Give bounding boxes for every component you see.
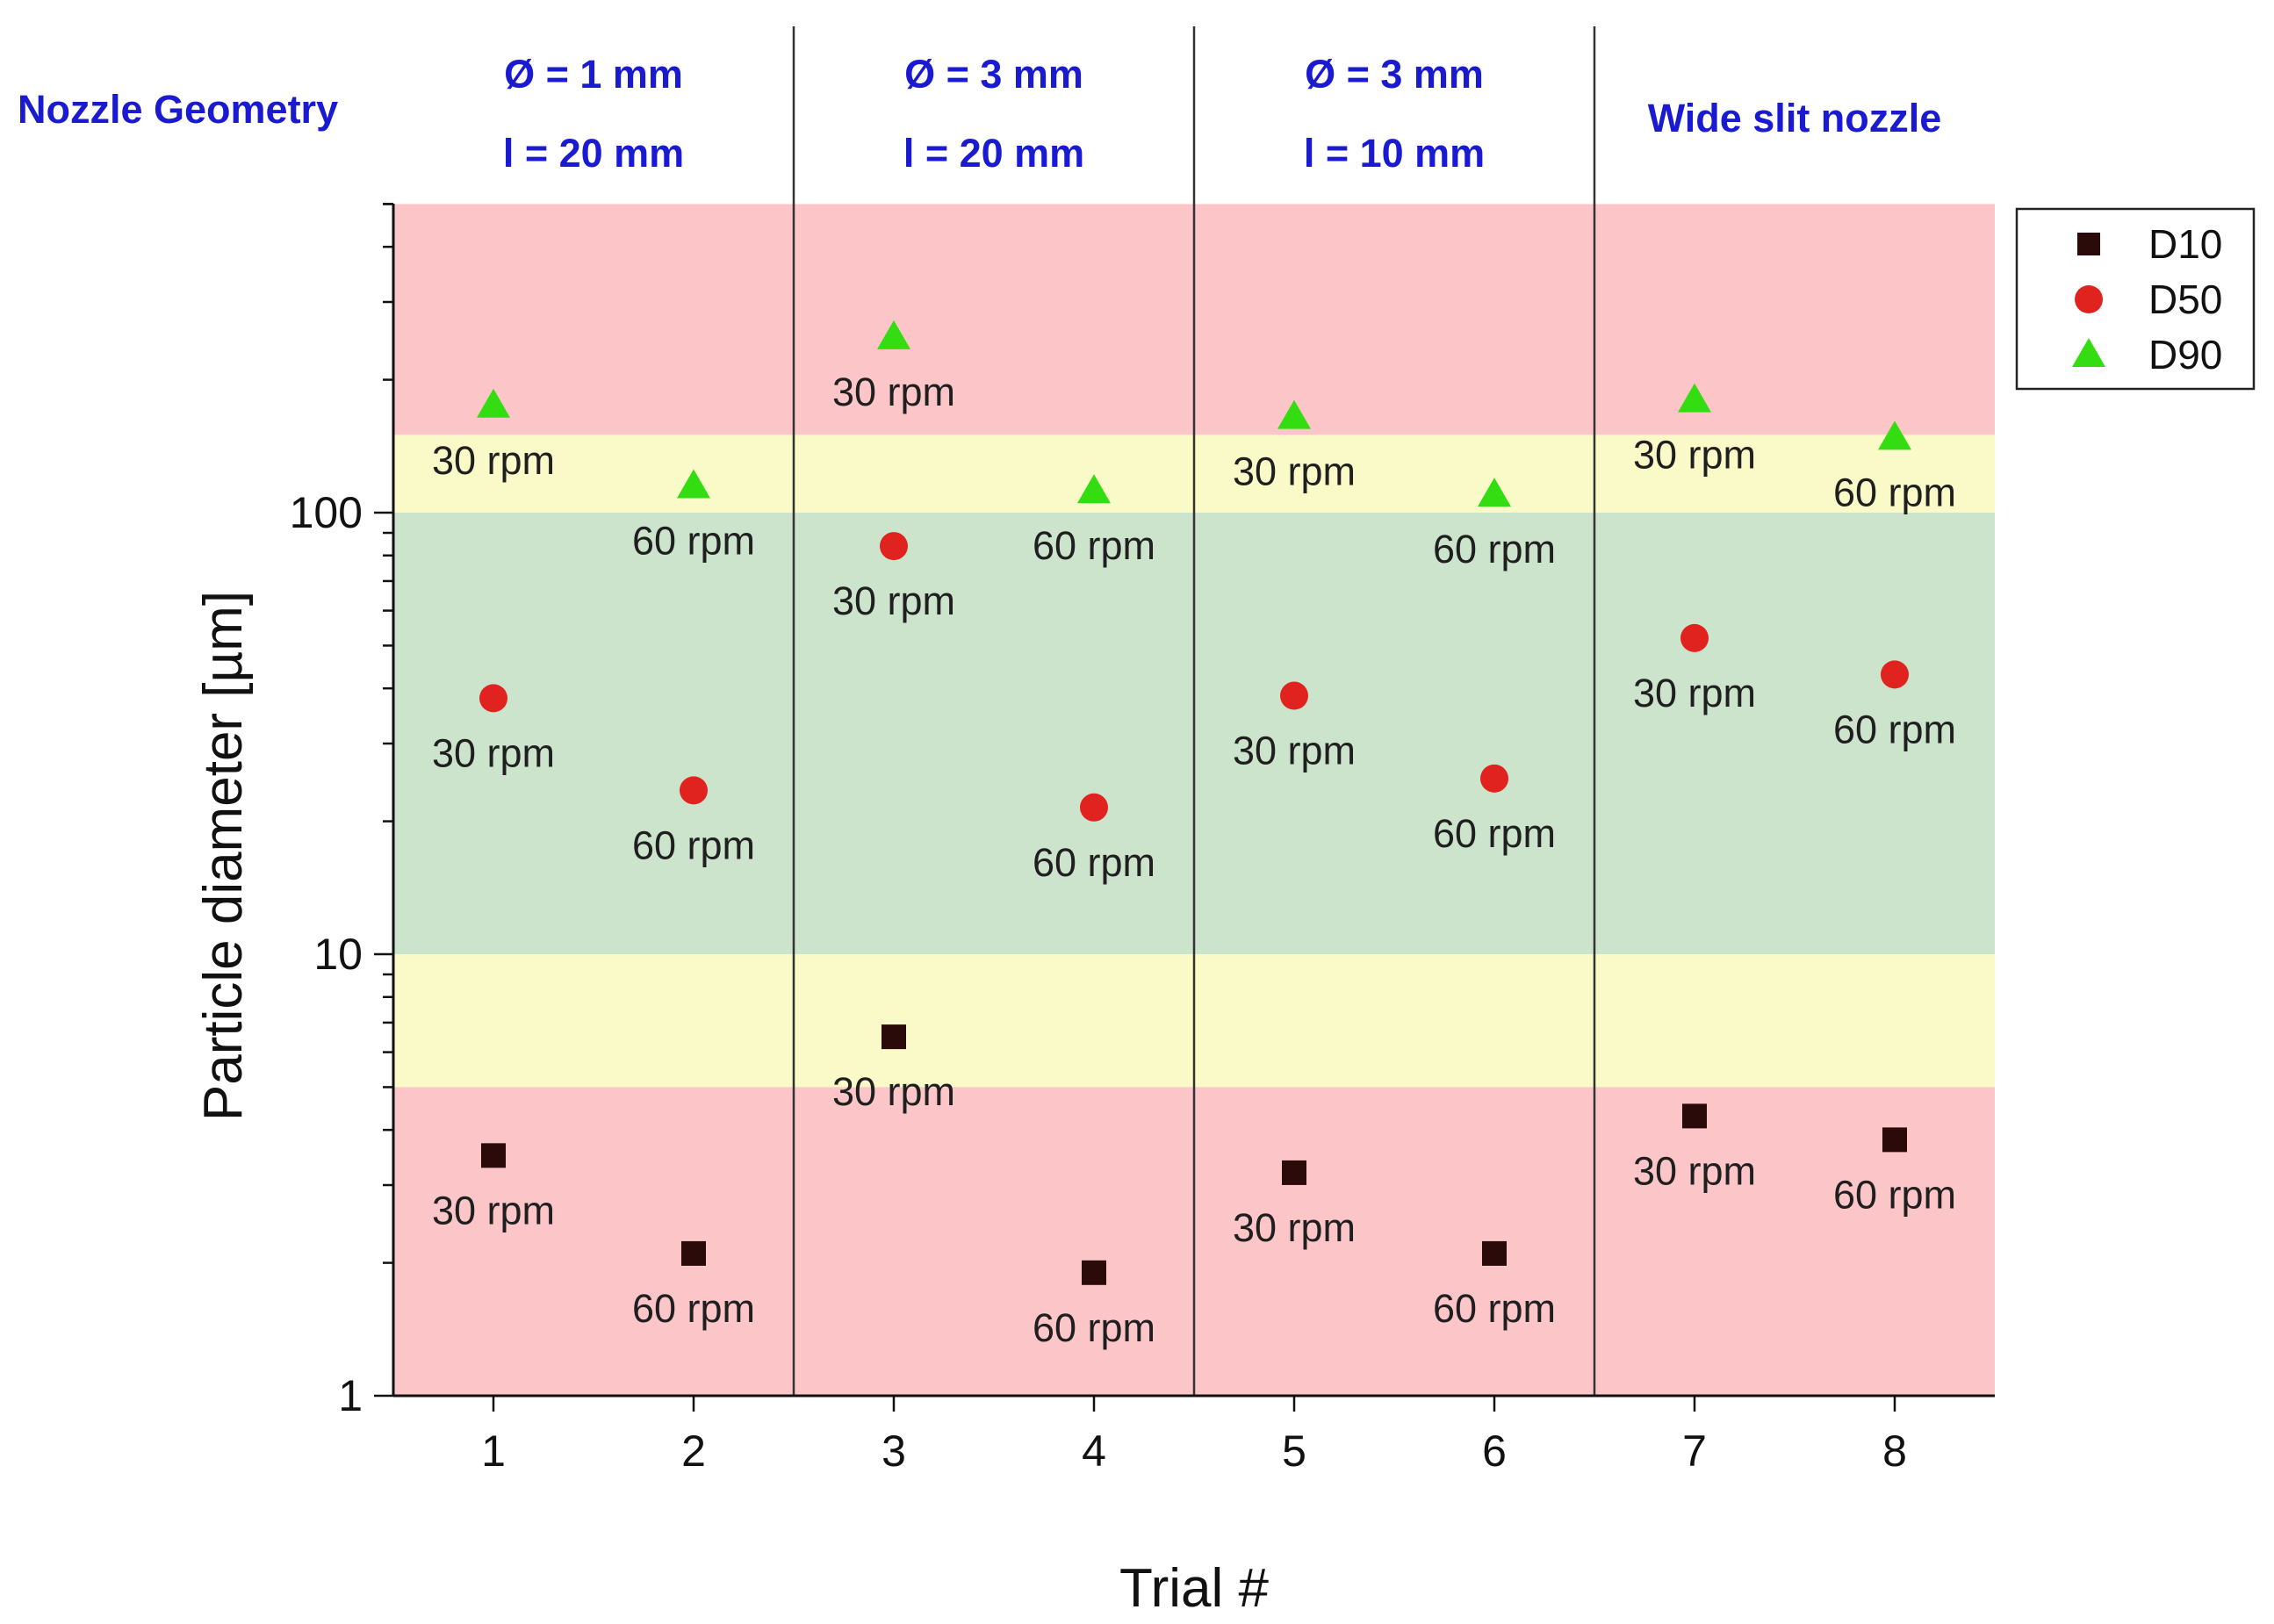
d90-label-2: 60 rpm — [632, 518, 755, 563]
group-dividers — [792, 26, 1596, 1396]
d90-label-7: 30 rpm — [1633, 433, 1756, 478]
legend-label-d10: D10 — [2148, 221, 2222, 267]
d10-point-2 — [681, 1240, 706, 1266]
x-tick-label: 4 — [1082, 1426, 1106, 1476]
d10-point-6 — [1482, 1240, 1507, 1266]
d10-label-5: 30 rpm — [1233, 1205, 1356, 1250]
d50-point-7 — [1680, 623, 1709, 652]
d10-label-3: 30 rpm — [832, 1069, 955, 1114]
d90-point-3 — [877, 320, 910, 349]
d50-label-7: 30 rpm — [1633, 671, 1756, 715]
legend-box — [2015, 207, 2256, 391]
d50-label-6: 60 rpm — [1433, 811, 1556, 856]
d90-point-6 — [1478, 478, 1511, 507]
d50-label-4: 60 rpm — [1033, 840, 1155, 885]
d50-label-1: 30 rpm — [432, 730, 555, 775]
d10-point-7 — [1682, 1103, 1707, 1129]
data-marks: 30 rpm 60 rpm 30 rpm 60 rpm 30 rpm 60 rpm 30 r… — [432, 320, 1956, 1350]
d50-point-6 — [1480, 764, 1508, 793]
legend-marker-d90 — [2072, 338, 2105, 367]
d50-label-3: 30 rpm — [832, 578, 955, 623]
nozzle-geometry-headers: Nozzle Geometry Ø = 1 mm l = 20 mm Ø = 3 m… — [18, 52, 1941, 176]
x-tick-label: 2 — [681, 1426, 706, 1476]
d10-label-6: 60 rpm — [1433, 1286, 1556, 1331]
d90-label-6: 60 rpm — [1433, 527, 1556, 571]
group-header-line2: l = 20 mm — [903, 131, 1084, 176]
legend-label-d50: D50 — [2148, 277, 2222, 322]
group-header-line1: Ø = 1 mm — [504, 52, 683, 97]
d10-point-1 — [481, 1143, 506, 1168]
group-header-line2: l = 20 mm — [503, 131, 684, 176]
x-tick-label: 1 — [481, 1426, 506, 1476]
d90-point-1 — [477, 388, 510, 418]
d10-label-8: 60 rpm — [1833, 1172, 1956, 1217]
d90-label-8: 60 rpm — [1833, 470, 1956, 514]
d50-point-2 — [680, 776, 708, 805]
group-header-line1: Ø = 3 mm — [904, 52, 1083, 97]
d10-point-8 — [1882, 1127, 1907, 1153]
x-tick-label: 8 — [1882, 1426, 1907, 1476]
d90-point-2 — [677, 469, 710, 499]
d50-label-5: 30 rpm — [1233, 729, 1356, 773]
d90-label-4: 60 rpm — [1033, 523, 1155, 568]
axes: 1 10 100 1 2 3 4 5 6 7 8 — [290, 203, 1995, 1476]
x-tick-label: 7 — [1682, 1426, 1707, 1476]
legend-label-d90: D90 — [2148, 332, 2222, 377]
x-axis-title: Trial # — [1119, 1558, 1269, 1619]
d10-point-5 — [1282, 1160, 1306, 1185]
d90-label-1: 30 rpm — [432, 438, 555, 483]
y-tick-label: 100 — [290, 488, 363, 537]
legend-marker-d50 — [2075, 285, 2103, 313]
y-tick-label: 1 — [338, 1371, 363, 1420]
d50-point-1 — [479, 684, 507, 713]
group-header-line1: Wide slit nozzle — [1648, 96, 1942, 140]
x-tick-label: 6 — [1482, 1426, 1507, 1476]
d10-label-7: 30 rpm — [1633, 1148, 1756, 1193]
x-tick-label: 5 — [1282, 1426, 1306, 1476]
d10-label-2: 60 rpm — [632, 1286, 755, 1331]
d90-label-3: 30 rpm — [832, 370, 955, 414]
legend-marker-d10 — [2077, 233, 2100, 255]
d50-point-3 — [880, 532, 908, 561]
d10-point-3 — [882, 1024, 906, 1050]
d90-point-8 — [1878, 420, 1911, 450]
d90-point-5 — [1277, 399, 1311, 429]
x-tick-label: 3 — [882, 1426, 906, 1476]
d50-label-8: 60 rpm — [1833, 707, 1956, 751]
y-tick-label: 10 — [313, 930, 363, 979]
d90-point-7 — [1678, 383, 1711, 413]
d50-point-8 — [1881, 660, 1909, 689]
d10-point-4 — [1082, 1260, 1106, 1285]
d50-point-4 — [1080, 793, 1108, 822]
legend: D10 D50 D90 — [2015, 207, 2256, 391]
d90-label-5: 30 rpm — [1233, 449, 1356, 494]
nozzle-geometry-label: Nozzle Geometry — [18, 87, 338, 132]
group-header-line1: Ø = 3 mm — [1305, 52, 1484, 97]
d50-label-2: 60 rpm — [632, 823, 755, 867]
group-header-line2: l = 10 mm — [1304, 131, 1485, 176]
d10-label-1: 30 rpm — [432, 1188, 555, 1232]
d10-label-4: 60 rpm — [1033, 1305, 1155, 1350]
d50-point-5 — [1280, 681, 1308, 710]
y-axis-title: Particle diameter [µm] — [193, 591, 254, 1121]
d90-point-4 — [1077, 474, 1111, 504]
